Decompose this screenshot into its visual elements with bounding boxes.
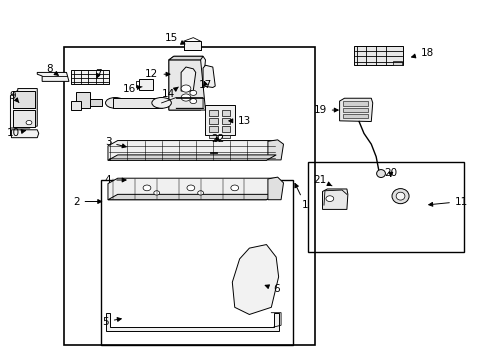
Bar xyxy=(209,126,218,132)
Text: 1: 1 xyxy=(294,184,308,210)
Text: 7: 7 xyxy=(95,69,102,79)
Text: 5: 5 xyxy=(102,317,121,327)
Bar xyxy=(221,135,230,138)
Bar xyxy=(353,45,402,65)
Circle shape xyxy=(230,185,238,191)
Bar xyxy=(392,61,401,65)
Bar xyxy=(90,99,102,107)
Polygon shape xyxy=(108,178,276,200)
Ellipse shape xyxy=(105,98,125,108)
Bar xyxy=(307,162,463,252)
Text: 17: 17 xyxy=(199,80,212,90)
Text: 16: 16 xyxy=(123,84,142,94)
Polygon shape xyxy=(11,130,39,138)
Bar xyxy=(71,101,81,110)
Bar xyxy=(211,144,215,154)
Text: 12: 12 xyxy=(145,69,170,79)
Circle shape xyxy=(186,185,194,191)
Polygon shape xyxy=(322,189,347,210)
Text: 20: 20 xyxy=(384,168,397,178)
Polygon shape xyxy=(37,72,69,81)
Polygon shape xyxy=(168,56,205,110)
Text: 13: 13 xyxy=(228,116,251,126)
Circle shape xyxy=(189,99,196,104)
Bar xyxy=(221,118,230,124)
Bar xyxy=(208,135,217,138)
Polygon shape xyxy=(168,56,203,60)
Polygon shape xyxy=(108,155,276,160)
Circle shape xyxy=(189,90,196,95)
Text: 4: 4 xyxy=(104,175,126,185)
Bar xyxy=(343,102,367,106)
Bar xyxy=(343,114,367,118)
Polygon shape xyxy=(108,140,276,160)
Polygon shape xyxy=(105,313,278,330)
Circle shape xyxy=(325,196,333,202)
Polygon shape xyxy=(203,65,215,87)
Polygon shape xyxy=(10,89,37,128)
Circle shape xyxy=(143,185,151,191)
Text: 3: 3 xyxy=(104,138,126,148)
Bar xyxy=(209,118,218,124)
Ellipse shape xyxy=(391,189,408,204)
Circle shape xyxy=(26,121,32,125)
Text: 15: 15 xyxy=(164,33,184,44)
Text: 8: 8 xyxy=(46,64,58,75)
Bar xyxy=(64,47,315,345)
Bar xyxy=(209,110,218,116)
Bar xyxy=(101,180,293,345)
Bar xyxy=(71,70,109,84)
Text: 11: 11 xyxy=(428,197,467,207)
Text: 14: 14 xyxy=(162,87,178,99)
Bar xyxy=(13,110,35,127)
Text: 19: 19 xyxy=(313,105,338,115)
Polygon shape xyxy=(181,67,195,91)
Polygon shape xyxy=(267,140,283,160)
Ellipse shape xyxy=(376,170,385,177)
Text: 21: 21 xyxy=(313,175,331,186)
Bar xyxy=(113,98,161,108)
Polygon shape xyxy=(267,177,283,200)
Circle shape xyxy=(197,191,203,195)
Circle shape xyxy=(154,191,159,195)
Circle shape xyxy=(181,94,190,101)
Text: 18: 18 xyxy=(411,48,433,58)
Text: 10: 10 xyxy=(6,129,25,138)
Ellipse shape xyxy=(395,192,404,200)
Bar xyxy=(76,92,90,108)
Text: 6: 6 xyxy=(264,284,279,294)
Bar xyxy=(139,79,153,90)
Text: 22: 22 xyxy=(211,134,224,144)
Bar xyxy=(343,108,367,112)
Polygon shape xyxy=(168,60,205,110)
Bar xyxy=(183,41,200,50)
Text: 2: 2 xyxy=(73,197,102,207)
Polygon shape xyxy=(108,194,276,200)
Polygon shape xyxy=(339,98,372,122)
Bar xyxy=(221,126,230,132)
Bar xyxy=(221,110,230,116)
Circle shape xyxy=(181,85,190,92)
Bar xyxy=(205,105,234,135)
Ellipse shape xyxy=(152,98,171,108)
Bar xyxy=(13,91,35,108)
Polygon shape xyxy=(232,244,278,315)
Text: 9: 9 xyxy=(10,91,19,103)
